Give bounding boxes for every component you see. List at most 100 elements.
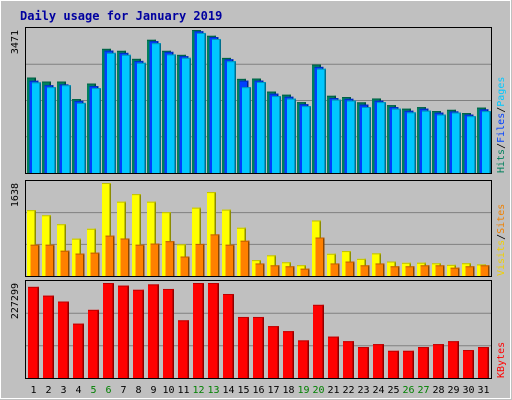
bar-visits-day-18-edge xyxy=(282,262,291,264)
x-tick-label: 28 xyxy=(432,385,444,396)
bar-sites-day-9-edge xyxy=(150,243,160,245)
bar-sites-day-29-edge xyxy=(450,267,460,269)
bar-sites-day-8 xyxy=(135,244,145,276)
bar-sites-day-21-edge xyxy=(330,263,340,265)
bar-visits-day-1-edge xyxy=(27,210,36,212)
bar-pages-day-17-shade xyxy=(279,96,281,173)
bar-pages-day-25-shade xyxy=(399,108,401,173)
bar-visits-day-14-shade xyxy=(229,209,231,276)
bar-kbytes-day-28-edge xyxy=(433,344,444,346)
bar-hits-day-28-edge xyxy=(432,111,441,113)
bar-hits-day-20-edge xyxy=(312,64,321,66)
bar-sites-day-19 xyxy=(300,268,310,276)
bar-kbytes-day-16-edge xyxy=(253,316,264,318)
bar-sites-day-24-shade xyxy=(383,263,385,276)
bar-visits-day-3-edge xyxy=(57,224,66,226)
bar-sites-day-3-edge xyxy=(60,250,70,252)
bar-sites-day-14 xyxy=(225,244,235,276)
bar-files-day-2-edge xyxy=(44,85,54,87)
bar-kbytes-day-7-edge xyxy=(118,285,129,287)
bar-kbytes-day-30-shade xyxy=(472,349,474,378)
bar-files-day-15-edge xyxy=(239,80,249,82)
bar-hits-day-24-edge xyxy=(372,98,381,100)
bar-pages-day-30 xyxy=(467,116,476,173)
bar-kbytes-day-27 xyxy=(418,347,429,378)
bar-kbytes-day-22 xyxy=(343,341,354,378)
x-tick-label: 26 xyxy=(402,385,414,396)
bar-kbytes-day-28 xyxy=(433,344,444,378)
bar-kbytes-day-8-shade xyxy=(142,289,144,378)
bar-files-day-14-edge xyxy=(224,59,234,61)
bar-kbytes-day-24 xyxy=(373,344,384,378)
bar-pages-day-10-edge xyxy=(167,54,176,56)
bar-kbytes-day-26 xyxy=(403,350,414,378)
bar-files-day-9-edge xyxy=(149,41,159,43)
bar-sites-day-5-edge xyxy=(90,252,100,254)
bar-sites-day-29 xyxy=(450,267,460,276)
bar-kbytes-day-5 xyxy=(88,309,99,378)
bar-kbytes-day-6-shade xyxy=(112,283,114,378)
bar-kbytes-day-9 xyxy=(148,284,159,378)
bar-files-day-26-edge xyxy=(404,110,414,112)
bar-pages-day-7-shade xyxy=(129,54,131,173)
bar-files-day-13-edge xyxy=(209,37,219,39)
x-tick-label: 29 xyxy=(447,385,459,396)
bar-sites-day-4-edge xyxy=(75,253,85,255)
bar-visits-day-5 xyxy=(87,228,96,276)
bar-sites-day-31 xyxy=(480,265,490,276)
bar-kbytes-day-18-shade xyxy=(292,331,294,378)
bar-sites-day-21-shade xyxy=(338,263,340,276)
bar-sites-day-17 xyxy=(270,265,280,276)
bar-kbytes-day-19 xyxy=(298,340,309,378)
bar-sites-day-3-shade xyxy=(68,250,70,276)
bar-kbytes-day-10-edge xyxy=(163,288,174,290)
x-tick-label: 20 xyxy=(312,385,324,396)
bar-sites-day-25 xyxy=(390,266,400,276)
bar-files-day-7-edge xyxy=(119,52,129,54)
bar-sites-day-7-shade xyxy=(128,238,130,276)
bar-sites-day-22-edge xyxy=(345,261,355,263)
bar-kbytes-day-3 xyxy=(58,301,69,378)
bar-kbytes-day-3-shade xyxy=(67,301,69,378)
bar-visits-day-19-edge xyxy=(297,265,306,267)
bar-visits-day-6-shade xyxy=(109,183,111,276)
x-tick-label: 18 xyxy=(282,385,294,396)
bar-kbytes-day-4 xyxy=(73,323,84,378)
bar-hits-day-6-edge xyxy=(102,48,111,50)
bar-pages-day-8-shade xyxy=(144,62,146,173)
bar-kbytes-day-8 xyxy=(133,289,144,378)
bar-kbytes-day-25-shade xyxy=(397,350,399,378)
bar-pages-day-12-shade xyxy=(204,32,206,173)
bar-visits-day-8-shade xyxy=(139,194,141,276)
x-tick-label: 17 xyxy=(267,385,279,396)
bar-visits-day-9 xyxy=(147,201,156,276)
bar-hits-day-12-edge xyxy=(192,30,201,31)
bar-pages-day-24-edge xyxy=(377,102,386,104)
bar-hits-day-29-edge xyxy=(447,109,456,111)
legend-sites: Sites xyxy=(496,204,507,234)
chart-title: Daily usage for January 2019 xyxy=(20,9,222,23)
bar-visits-day-3 xyxy=(57,224,66,276)
bar-sites-day-9-shade xyxy=(158,243,160,276)
bar-files-day-27-edge xyxy=(419,108,429,110)
bar-sites-day-18-edge xyxy=(285,266,295,268)
bar-kbytes-day-7-shade xyxy=(127,285,129,378)
bar-pages-day-16-edge xyxy=(257,82,266,84)
bar-kbytes-day-19-shade xyxy=(307,340,309,378)
bar-visits-day-21-edge xyxy=(327,253,336,255)
bar-kbytes-day-24-edge xyxy=(373,344,384,346)
bar-kbytes-day-21-edge xyxy=(328,336,339,338)
panel-legend: Hits/Files/Pages xyxy=(496,77,507,173)
bar-kbytes-day-3-edge xyxy=(58,301,69,303)
bar-sites-day-24 xyxy=(375,263,385,276)
bar-kbytes-day-15-shade xyxy=(247,316,249,378)
bar-sites-day-16 xyxy=(255,263,265,276)
bar-kbytes-day-10-shade xyxy=(172,288,174,378)
bar-files-day-18-edge xyxy=(284,96,294,98)
bar-visits-day-13-shade xyxy=(214,192,216,276)
bar-sites-day-31-shade xyxy=(488,265,490,276)
bar-sites-day-23-edge xyxy=(360,265,370,267)
bar-sites-day-10-edge xyxy=(165,241,175,243)
bar-kbytes-day-17-edge xyxy=(268,326,279,328)
bar-kbytes-day-22-edge xyxy=(343,341,354,343)
